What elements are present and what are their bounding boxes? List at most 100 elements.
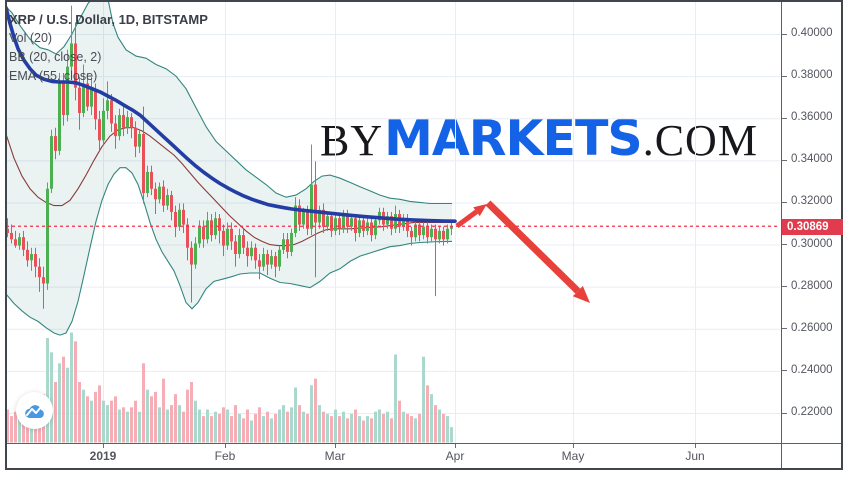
- price-axis-tick: [782, 117, 787, 119]
- watermark-markets: MARKETS: [384, 110, 643, 167]
- candle-body: [250, 247, 253, 257]
- price-axis-label: 0.28000: [791, 279, 833, 292]
- candle-body: [266, 254, 269, 265]
- candle-body: [254, 247, 257, 261]
- volume-bar: [310, 385, 313, 443]
- candle-body: [186, 224, 189, 248]
- volume-bar: [6, 409, 9, 443]
- legend-ema: EMA (55, close): [9, 69, 98, 83]
- price-axis-label: 0.30000: [791, 237, 833, 250]
- candle-body: [110, 100, 113, 124]
- volume-bar: [254, 413, 257, 443]
- volume-bar: [62, 356, 65, 443]
- candle-body: [358, 220, 361, 233]
- volume-bar: [370, 418, 373, 443]
- candle-body: [166, 195, 169, 206]
- chart-logo-button[interactable]: [16, 392, 53, 429]
- candle-body: [418, 224, 421, 236]
- candle-body: [386, 216, 389, 225]
- candle-body: [238, 235, 241, 255]
- time-axis-tick: [225, 443, 226, 448]
- watermark-by: BY: [320, 116, 384, 165]
- candle-body: [218, 218, 221, 231]
- volume-bar: [170, 405, 173, 443]
- volume-bar: [166, 409, 169, 443]
- candle-body: [410, 230, 413, 238]
- volume-bar: [406, 413, 409, 443]
- price-axis-label: 0.40000: [791, 27, 833, 39]
- candle-body: [114, 123, 117, 137]
- candle-body: [450, 226, 453, 229]
- volume-bar: [390, 418, 393, 443]
- candle-body: [430, 228, 433, 238]
- time-axis-tick: [695, 443, 696, 448]
- candle-body: [194, 243, 197, 265]
- volume-bar: [202, 416, 205, 443]
- candle-body: [330, 216, 333, 231]
- volume-bar: [18, 418, 21, 443]
- volume-bar: [414, 418, 417, 443]
- volume-bar: [322, 411, 325, 443]
- candle-body: [318, 209, 321, 223]
- volume-bar: [118, 409, 121, 443]
- candle-body: [230, 228, 233, 242]
- candle-body: [446, 228, 449, 240]
- candle-body: [174, 211, 177, 227]
- volume-bar: [442, 413, 445, 443]
- candle-body: [106, 100, 109, 111]
- volume-bar: [46, 338, 49, 443]
- volume-bar: [358, 416, 361, 443]
- volume-bar: [78, 382, 81, 443]
- volume-bar: [162, 378, 165, 443]
- volume-bar: [398, 400, 401, 443]
- candle-body: [38, 266, 41, 278]
- candle-body: [122, 115, 125, 128]
- volume-bar: [426, 385, 429, 443]
- time-axis-label: 2019: [89, 449, 117, 463]
- candle-body: [66, 66, 69, 116]
- volume-bar: [354, 409, 357, 443]
- price-axis-label: 0.32000: [791, 195, 833, 208]
- chart-legend: XRP / U.S. Dollar, 1D, BITSTAMP Vol (20)…: [9, 10, 208, 86]
- volume-bar: [298, 405, 301, 443]
- candle-body: [210, 220, 213, 236]
- volume-bar: [238, 413, 241, 443]
- volume-bar: [86, 396, 89, 443]
- volume-bar: [230, 416, 233, 443]
- volume-bar: [206, 409, 209, 443]
- candle-body: [270, 256, 273, 265]
- candle-body: [294, 205, 297, 233]
- candle-body: [314, 184, 317, 223]
- volume-bar: [258, 407, 261, 443]
- volume-bar: [350, 413, 353, 443]
- volume-bar: [330, 416, 333, 443]
- candle-body: [14, 239, 17, 246]
- candle-body: [442, 230, 445, 240]
- volume-bar: [446, 416, 449, 443]
- candle-body: [142, 134, 145, 193]
- candle-body: [298, 205, 301, 225]
- candle-body: [310, 184, 313, 229]
- candle-body: [74, 43, 77, 88]
- volume-bar: [154, 391, 157, 443]
- candle-body: [54, 136, 57, 151]
- time-axis-tick: [335, 443, 336, 448]
- candle-body: [138, 134, 141, 147]
- candle-body: [26, 249, 29, 261]
- volume-bar: [14, 411, 17, 443]
- volume-bar: [94, 391, 97, 443]
- volume-bar: [106, 405, 109, 443]
- candle-body: [202, 226, 205, 240]
- volume-bar: [90, 400, 93, 443]
- price-axis-tick: [782, 370, 787, 372]
- axis-separator-vertical: [781, 0, 782, 470]
- volume-bar: [434, 405, 437, 443]
- volume-bar: [402, 411, 405, 443]
- candle-body: [338, 218, 341, 229]
- candle-body: [426, 226, 429, 238]
- candle-body: [190, 247, 193, 265]
- candle-body: [158, 186, 161, 200]
- volume-bar: [338, 416, 341, 443]
- volume-bar: [430, 394, 433, 443]
